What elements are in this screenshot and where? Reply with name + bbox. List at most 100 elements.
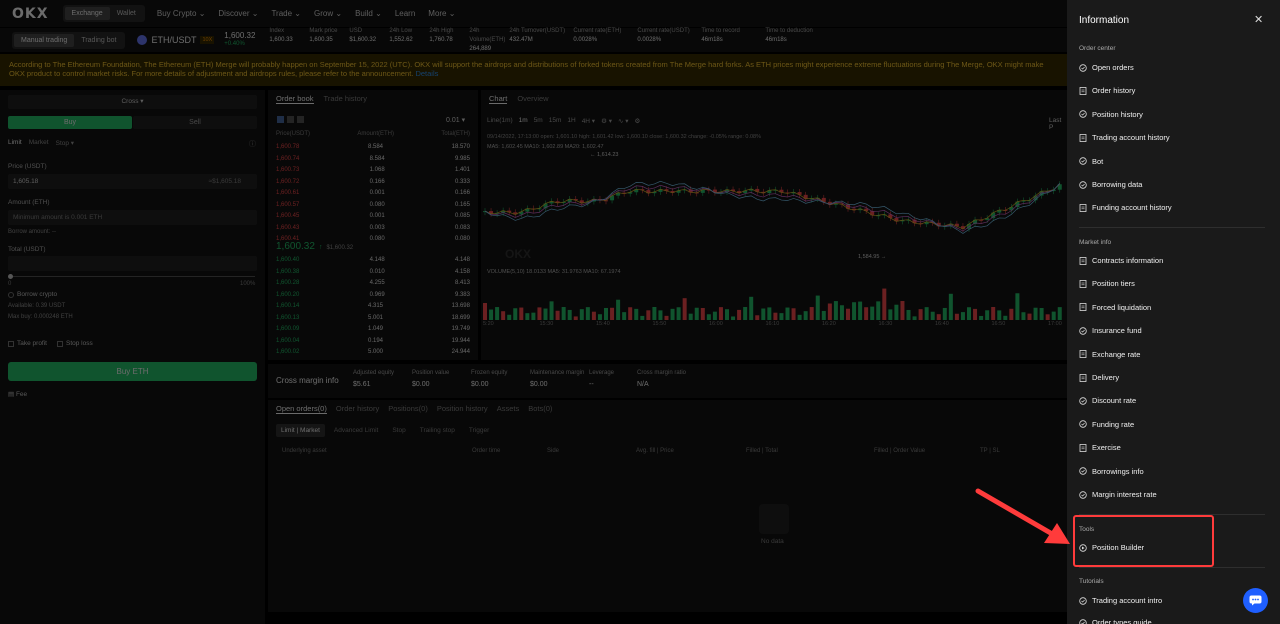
borrow-crypto-toggle[interactable]: Borrow crypto xyxy=(8,291,57,298)
fee-link[interactable]: ▤ Fee xyxy=(8,391,28,398)
drawer-item-borrowings-info[interactable]: Borrowings info xyxy=(1079,467,1144,476)
interval-line[interactable]: Line(1m) xyxy=(487,117,513,124)
pair-name[interactable]: ETH/USDT xyxy=(151,35,197,45)
orders-subtab[interactable]: Stop xyxy=(392,427,406,434)
margin-mode-select[interactable]: Cross ▾ xyxy=(8,95,257,109)
asks-row[interactable]: 1,600.73 1.068 1.401 xyxy=(276,167,470,173)
book-asks-icon[interactable] xyxy=(297,116,304,123)
orders-tab[interactable]: Bots(0) xyxy=(528,404,553,413)
asks-row[interactable]: 1,600.41 0.080 0.080 xyxy=(276,236,470,242)
drawer-item-open-orders[interactable]: Open orders xyxy=(1079,63,1134,72)
drawer-item-order-types-guide[interactable]: Order types guide xyxy=(1079,618,1152,624)
nav-build[interactable]: Build ⌄ xyxy=(355,9,382,18)
tab-overview[interactable]: Overview xyxy=(517,94,549,103)
drawer-item-position-history[interactable]: Position history xyxy=(1079,110,1143,119)
order-type-market[interactable]: Market xyxy=(28,139,49,146)
amount-slider[interactable] xyxy=(10,276,255,277)
interval-1m[interactable]: 1m xyxy=(518,117,528,124)
order-type-stop[interactable]: Stop ▾ xyxy=(55,140,75,147)
bids-row[interactable]: 1,600.28 4.255 8.413 xyxy=(276,280,470,286)
drawer-item-margin-interest-rate[interactable]: Margin interest rate xyxy=(1079,490,1157,499)
indicator-icon[interactable]: ⚙ ▾ xyxy=(601,118,612,125)
okx-logo[interactable]: OKX xyxy=(12,5,49,22)
buy-eth-button[interactable]: Buy ETH xyxy=(8,362,257,381)
sell-tab[interactable]: Sell xyxy=(133,116,257,129)
bids-row[interactable]: 1,600.02 5.000 24.944 xyxy=(276,349,470,355)
tab-order-book[interactable]: Order book xyxy=(276,94,314,104)
interval-5m[interactable]: 5m xyxy=(533,117,543,124)
support-chat-button[interactable] xyxy=(1243,588,1268,613)
orders-subtab[interactable]: Limit | Market xyxy=(276,424,325,437)
drawer-item-discount-rate[interactable]: Discount rate xyxy=(1079,396,1136,405)
nav-more[interactable]: More ⌄ xyxy=(428,9,456,18)
interval-15m[interactable]: 15m xyxy=(548,117,562,124)
nav-grow[interactable]: Grow ⌄ xyxy=(314,9,343,18)
stop-loss-checkbox[interactable]: Stop loss xyxy=(57,340,93,347)
drawer-item-trading-account-history[interactable]: Trading account history xyxy=(1079,133,1170,142)
last-price-toggle[interactable]: Last P xyxy=(1049,117,1062,131)
orders-subtab[interactable]: Trailing stop xyxy=(419,427,455,434)
tab-trade-history[interactable]: Trade history xyxy=(323,94,368,103)
asks-row[interactable]: 1,600.57 0.080 0.165 xyxy=(276,201,470,208)
trading-bot-tab[interactable]: Trading bot xyxy=(81,36,117,44)
info-icon[interactable]: ⓘ xyxy=(249,141,256,148)
bids-row[interactable]: 1,600.40 4.148 4.148 xyxy=(276,257,470,263)
banner-details-link[interactable]: Details xyxy=(415,69,439,78)
drawer-item-borrowing-data[interactable]: Borrowing data xyxy=(1079,180,1142,189)
draw-tool-icon[interactable]: ∿ ▾ xyxy=(617,118,629,125)
buy-tab[interactable]: Buy xyxy=(8,116,132,129)
nav-discover[interactable]: Discover ⌄ xyxy=(218,9,259,18)
drawer-item-position-tiers[interactable]: Position tiers xyxy=(1079,279,1135,288)
nav-trade[interactable]: Trade ⌄ xyxy=(271,9,302,18)
exchange-tab[interactable]: Exchange xyxy=(64,7,110,20)
tab-chart[interactable]: Chart xyxy=(489,94,508,104)
orders-tab[interactable]: Assets xyxy=(496,404,520,413)
drawer-item-position-builder[interactable]: Position Builder xyxy=(1079,543,1144,552)
price-input[interactable]: 1,605.18 ≈$1,605.18 xyxy=(8,174,257,189)
drawer-item-forced-liquidation[interactable]: Forced liquidation xyxy=(1079,303,1151,312)
bids-row[interactable]: 1,600.20 0.969 9.383 xyxy=(276,291,470,298)
book-both-icon[interactable] xyxy=(277,116,284,123)
nav-learn[interactable]: Learn xyxy=(394,9,416,18)
precision-select[interactable]: 0.01 ▾ xyxy=(446,117,466,124)
orders-tab[interactable]: Order history xyxy=(335,404,380,413)
take-profit-checkbox[interactable]: Take profit xyxy=(8,340,47,347)
bids-row[interactable]: 1,600.14 4.315 13.698 xyxy=(276,303,470,309)
orders-subtab[interactable]: Trigger xyxy=(468,427,490,434)
order-type-limit[interactable]: Limit xyxy=(8,139,22,146)
interval-4h[interactable]: 4H ▾ xyxy=(581,118,596,125)
volume-chart[interactable] xyxy=(481,280,1067,322)
bids-row[interactable]: 1,600.38 0.010 4.158 xyxy=(276,268,470,275)
drawer-item-funding-rate[interactable]: Funding rate xyxy=(1079,420,1134,429)
interval-1h[interactable]: 1H xyxy=(567,117,576,124)
asks-row[interactable]: 1,600.45 0.001 0.085 xyxy=(276,213,470,219)
chart-settings-icon[interactable]: ⚙ xyxy=(634,118,641,125)
drawer-item-bot[interactable]: Bot xyxy=(1079,157,1103,166)
bids-row[interactable]: 1,600.09 1.049 19.749 xyxy=(276,326,470,332)
asks-row[interactable]: 1,600.74 8.584 9.985 xyxy=(276,155,470,162)
nav-buy-crypto[interactable]: Buy Crypto ⌄ xyxy=(156,9,206,18)
drawer-item-funding-account-history[interactable]: Funding account history xyxy=(1079,203,1172,212)
wallet-tab[interactable]: Wallet xyxy=(116,10,136,17)
asks-row[interactable]: 1,600.72 0.166 0.333 xyxy=(276,178,470,185)
slider-handle[interactable] xyxy=(8,274,13,279)
candlestick-chart[interactable] xyxy=(481,152,1067,264)
asks-row[interactable]: 1,600.61 0.001 0.166 xyxy=(276,190,470,196)
drawer-item-order-history[interactable]: Order history xyxy=(1079,86,1135,95)
orders-subtab[interactable]: Advanced Limit xyxy=(333,427,379,434)
orders-tab[interactable]: Position history xyxy=(436,404,488,413)
manual-trading-tab[interactable]: Manual trading xyxy=(14,33,75,47)
drawer-item-insurance-fund[interactable]: Insurance fund xyxy=(1079,326,1142,335)
asks-row[interactable]: 1,600.78 8.584 18.570 xyxy=(276,144,470,150)
bids-row[interactable]: 1,600.13 5.001 18.699 xyxy=(276,314,470,321)
orders-tab[interactable]: Positions(0) xyxy=(388,404,428,413)
bids-row[interactable]: 1,600.04 0.194 19.944 xyxy=(276,337,470,344)
book-bids-icon[interactable] xyxy=(287,116,294,123)
drawer-item-delivery[interactable]: Delivery xyxy=(1079,373,1119,382)
orders-tab[interactable]: Open orders(0) xyxy=(276,404,327,414)
total-input[interactable] xyxy=(8,256,257,271)
drawer-item-contracts-information[interactable]: Contracts information xyxy=(1079,256,1163,265)
amount-input[interactable]: Minimum amount is 0.001 ETH xyxy=(8,210,257,225)
drawer-item-trading-account-intro[interactable]: Trading account intro xyxy=(1079,596,1162,605)
asks-row[interactable]: 1,600.43 0.003 0.083 xyxy=(276,224,470,231)
